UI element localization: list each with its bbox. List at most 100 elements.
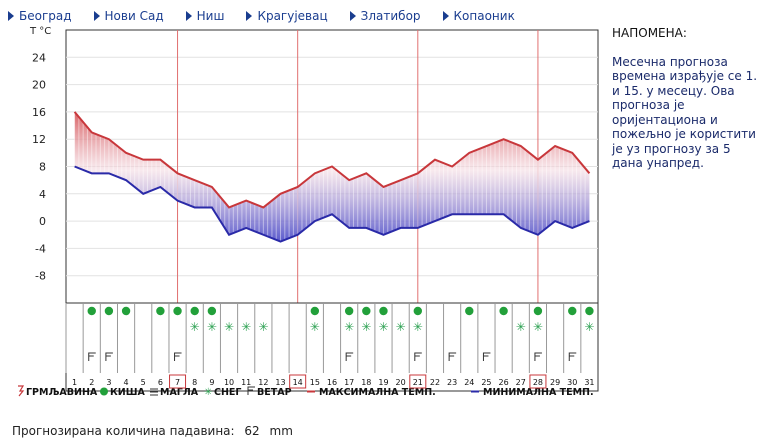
legend-rain-label: КИША xyxy=(110,387,145,398)
note-text: Месечна прогноза времена израђује се 1. … xyxy=(612,54,758,171)
nav-link-3[interactable]: Крагујевац xyxy=(246,8,328,24)
snow-icon: ✳ xyxy=(413,320,423,334)
day-highlight xyxy=(529,374,547,389)
nav-link-label: Нови Сад xyxy=(104,9,164,23)
rain-icon xyxy=(344,306,354,316)
nav-link-label: Београд xyxy=(19,9,72,23)
wind-icon xyxy=(482,352,491,361)
wind-icon xyxy=(568,352,577,361)
nav-link-0[interactable]: Београд xyxy=(8,8,72,24)
snow-icon: ✳ xyxy=(190,320,200,334)
y-tick-label: 4 xyxy=(39,188,46,201)
nav-link-5[interactable]: Копаоник xyxy=(442,8,515,24)
day-label: 23 xyxy=(447,378,457,387)
rain-icon xyxy=(173,306,182,316)
y-tick-label: 24 xyxy=(32,51,46,64)
rain-icon xyxy=(87,306,96,316)
temperature-band xyxy=(74,111,590,242)
snow-icon: ✳ xyxy=(584,320,594,334)
rain-icon xyxy=(100,387,108,396)
rain-icon xyxy=(568,306,577,316)
day-label: 31 xyxy=(584,378,594,387)
y-tick-label: 20 xyxy=(32,79,46,92)
nav-link-label: Крагујевац xyxy=(257,9,328,23)
wind-icon xyxy=(448,352,457,361)
max-temp-line xyxy=(73,111,591,209)
day-label: 5 xyxy=(141,378,146,387)
arrow-right-icon xyxy=(185,11,192,21)
day-label: 19 xyxy=(378,378,388,387)
nav-link-label: Копаоник xyxy=(453,9,515,23)
nav-link-label: Ниш xyxy=(196,9,225,23)
legend-snow-label: СНЕГ xyxy=(214,387,241,398)
snow-icon: ✳ xyxy=(204,387,212,398)
rain-icon xyxy=(121,306,131,316)
legend-max-label: МАКСИМАЛНА ТЕМП. xyxy=(319,387,436,398)
precipitation-summary: Прогнозирана количина падавина: 62 mm xyxy=(12,424,299,438)
day-label: 25 xyxy=(481,378,491,387)
y-tick-label: 0 xyxy=(39,215,46,228)
snow-icon: ✳ xyxy=(224,320,234,334)
wind-icon xyxy=(247,386,255,395)
day-label: 10 xyxy=(224,378,234,387)
y-axis-label: T °C xyxy=(29,26,51,37)
day-label: 6 xyxy=(158,378,163,387)
arrow-right-icon xyxy=(442,11,449,21)
legend-wind-label: ВЕТАР xyxy=(257,387,292,398)
day-label: 29 xyxy=(550,378,560,387)
snow-icon: ✳ xyxy=(241,320,251,334)
day-label: 16 xyxy=(327,378,337,387)
rain-icon xyxy=(156,306,165,316)
snow-icon: ✳ xyxy=(344,320,354,334)
y-tick-label: 12 xyxy=(32,133,46,146)
rain-icon xyxy=(533,306,543,316)
y-tick-label: -8 xyxy=(35,270,46,283)
rain-icon xyxy=(207,306,217,316)
wind-icon xyxy=(174,352,182,361)
rain-icon xyxy=(465,306,474,316)
day-label: 4 xyxy=(124,378,129,387)
rain-icon xyxy=(585,306,594,316)
forecast-note: НАПОМЕНА: Месечна прогноза времена израђ… xyxy=(612,26,762,171)
city-nav: Београд Нови Сад Ниш Крагујевац Златибор Копа… xyxy=(8,8,515,24)
wind-icon xyxy=(414,352,422,361)
precipitation-unit: mm xyxy=(269,424,293,438)
arrow-right-icon xyxy=(8,11,14,21)
day-label: 18 xyxy=(361,378,371,387)
day-label: 28 xyxy=(533,378,543,387)
day-label: 13 xyxy=(275,378,285,387)
day-label: 21 xyxy=(413,378,423,387)
rain-icon xyxy=(413,306,423,316)
nav-link-1[interactable]: Нови Сад xyxy=(93,8,164,24)
thunder-icon xyxy=(18,385,25,397)
day-label: 24 xyxy=(464,378,474,387)
day-label: 22 xyxy=(430,378,440,387)
rain-icon xyxy=(310,306,320,316)
day-highlight xyxy=(169,374,187,389)
y-tick-label: -4 xyxy=(35,242,46,255)
nav-link-4[interactable]: Златибор xyxy=(349,8,421,24)
day-label: 9 xyxy=(209,378,214,387)
day-label: 3 xyxy=(106,378,111,387)
precipitation-label: Прогнозирана количина падавина: xyxy=(12,424,235,438)
rain-icon xyxy=(362,306,371,316)
day-label: 7 xyxy=(175,378,180,387)
legend-fog-label: МАГЛА xyxy=(160,387,199,398)
snow-icon: ✳ xyxy=(378,320,388,334)
arrow-right-icon xyxy=(93,11,100,21)
wind-icon xyxy=(105,352,113,361)
rain-icon xyxy=(104,306,114,316)
day-label: 17 xyxy=(344,378,354,387)
snow-icon: ✳ xyxy=(396,320,406,334)
day-label: 12 xyxy=(258,378,268,387)
day-label: 15 xyxy=(310,378,320,387)
snow-icon: ✳ xyxy=(207,320,217,334)
nav-link-2[interactable]: Ниш xyxy=(185,8,225,24)
snow-icon: ✳ xyxy=(361,320,371,334)
snow-icon: ✳ xyxy=(533,320,543,334)
legend-min-label: МИНИМАЛНА ТЕМП. xyxy=(483,387,594,398)
day-label: 8 xyxy=(192,378,197,387)
precipitation-value: 62 xyxy=(244,424,260,438)
wind-icon xyxy=(88,352,96,361)
